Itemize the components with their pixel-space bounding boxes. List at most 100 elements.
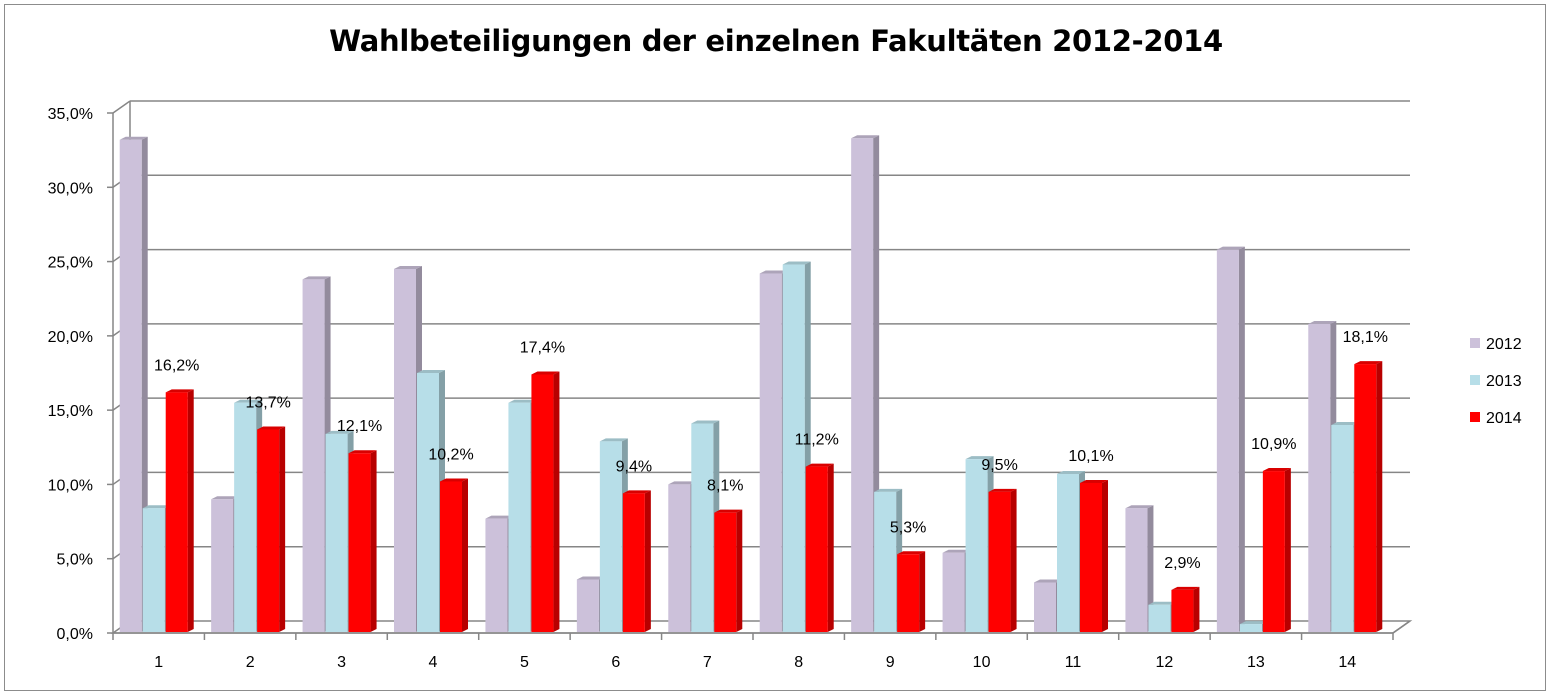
bar-top-2013-3: [325, 430, 354, 434]
bar-top-2013-6: [599, 438, 628, 442]
y-tick-label: 25,0%: [48, 255, 93, 272]
bar-top-2012-4: [394, 266, 422, 269]
bar-top-2014-5: [531, 371, 560, 375]
x-tick-label: 2: [246, 654, 255, 671]
y-tick-label: 10,0%: [48, 477, 93, 494]
bar-2012-3: [302, 279, 325, 632]
x-tick-label: 14: [1338, 654, 1356, 671]
bar-top-2013-8: [782, 261, 811, 265]
bar-2012-8: [759, 273, 782, 632]
bar-2014-12: [1171, 589, 1194, 632]
bar-top-2013-11: [1057, 471, 1085, 475]
bar-top-2012-9: [851, 135, 880, 139]
bar-side-2014-6: [644, 490, 651, 632]
bar-top-2013-7: [691, 420, 720, 424]
bar-top-2014-14: [1354, 361, 1383, 365]
y-tick-label: 5,0%: [57, 552, 93, 569]
bar-side-2014-5: [553, 371, 560, 632]
bar-top-2013-9: [874, 488, 903, 492]
bar-2013-11: [1057, 474, 1079, 632]
bar-2014-10: [988, 491, 1011, 632]
bar-2013-12: [1148, 604, 1171, 632]
bar-2012-2: [211, 499, 234, 632]
bar-2012-4: [394, 269, 416, 632]
bar-top-2014-10: [988, 488, 1017, 492]
bar-2012-1: [119, 139, 142, 632]
x-tick-label: 11: [1065, 654, 1082, 671]
y-tick-label: 35,0%: [48, 106, 93, 123]
legend-swatch-2012: [1470, 338, 1480, 348]
bar-top-2013-5: [508, 399, 537, 403]
bar-side-2014-8: [827, 463, 834, 632]
data-label-2014-6: 9,4%: [616, 458, 652, 475]
legend-label-2013: 2013: [1486, 373, 1522, 390]
gridline-diagonal: [112, 100, 131, 114]
bar-top-2014-4: [440, 478, 468, 482]
bar-2013-7: [691, 423, 714, 632]
data-label-2014-4: 10,2%: [428, 446, 473, 463]
bar-top-2013-1: [142, 505, 171, 509]
bar-top-2012-10: [942, 549, 971, 553]
bar-side-2014-3: [370, 450, 377, 632]
bar-top-2013-2: [234, 399, 263, 403]
bar-top-2012-7: [668, 481, 697, 485]
bar-2013-4: [417, 373, 439, 632]
legend-label-2014: 2014: [1486, 410, 1522, 427]
bar-2014-2: [257, 429, 280, 632]
legend-label-2012: 2012: [1486, 336, 1522, 353]
bar-top-2012-14: [1308, 320, 1337, 324]
bar-2014-3: [348, 453, 371, 632]
data-label-2014-11: 10,1%: [1068, 448, 1113, 465]
bar-layer: [119, 135, 1383, 632]
data-label-2014-5: 17,4%: [520, 339, 565, 356]
data-label-2014-2: 13,7%: [245, 394, 290, 411]
bar-top-2013-12: [1148, 601, 1177, 605]
bar-2014-14: [1354, 364, 1377, 632]
bar-side-2014-2: [279, 426, 286, 632]
data-label-2014-14: 18,1%: [1343, 329, 1388, 346]
x-axis-end: [1392, 620, 1411, 634]
x-tick-label: 7: [703, 654, 712, 671]
axis-layer: 0,0%5,0%10,0%15,0%20,0%25,0%30,0%35,0%1 2…: [48, 106, 1411, 671]
x-tick-label: 1: [154, 654, 163, 671]
bar-top-2012-8: [759, 270, 788, 274]
data-label-2014-9: 5,3%: [890, 519, 926, 536]
bar-2013-5: [508, 402, 531, 632]
x-tick-label: 12: [1156, 654, 1174, 671]
bar-top-2012-3: [302, 276, 331, 280]
bar-2013-3: [325, 433, 348, 632]
bar-top-2014-8: [805, 463, 834, 467]
y-tick-label: 15,0%: [48, 403, 93, 420]
data-label-2014-13: 10,9%: [1251, 436, 1296, 453]
bar-top-2014-7: [714, 509, 743, 513]
bar-2013-9: [874, 491, 897, 632]
bar-side-2014-7: [736, 509, 743, 632]
bar-side-2014-13: [1284, 468, 1291, 632]
bar-2013-2: [234, 402, 257, 632]
bar-2013-13: [1239, 624, 1262, 632]
bar-top-2013-14: [1331, 422, 1360, 425]
label-layer: 16,2% 13,7% 12,1% 10,2% 17,4% 9,4% 8,1% 11,2% 5,…: [154, 329, 1388, 572]
bar-top-2014-11: [1080, 479, 1108, 483]
bar-2012-13: [1216, 249, 1239, 632]
bar-top-2012-2: [211, 496, 240, 500]
bar-top-2014-9: [897, 551, 926, 555]
bar-2014-4: [440, 481, 462, 632]
bar-top-2012-12: [1125, 505, 1154, 509]
bar-2012-14: [1308, 323, 1331, 632]
bar-2012-11: [1034, 582, 1056, 632]
bar-top-2014-12: [1171, 586, 1200, 590]
x-tick-label: 6: [611, 654, 620, 671]
data-label-2014-10: 9,5%: [981, 457, 1017, 474]
bar-2014-5: [531, 374, 554, 632]
data-label-2014-1: 16,2%: [154, 357, 199, 374]
bar-2013-10: [965, 459, 988, 632]
bar-2014-6: [622, 493, 645, 632]
bar-side-2014-9: [919, 551, 926, 632]
bar-top-2012-1: [119, 136, 148, 140]
bar-top-2013-4: [417, 370, 445, 373]
bar-2013-6: [599, 441, 622, 632]
x-tick-label: 10: [973, 654, 991, 671]
bar-2012-12: [1125, 508, 1148, 632]
